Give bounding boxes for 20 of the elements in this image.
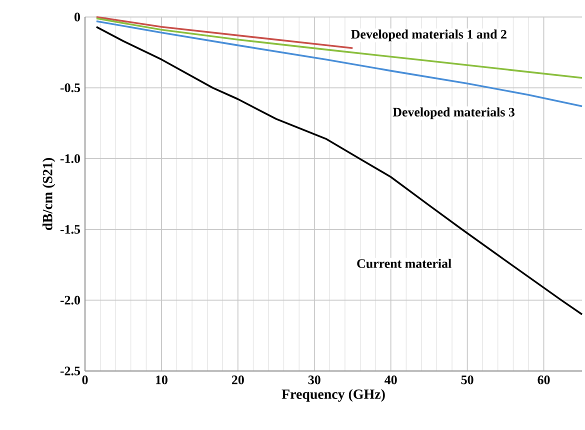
x-tick-label: 10 [156, 376, 168, 384]
x-tick-label: 30 [308, 376, 320, 384]
y-axis-title: dB/cm (S21) [42, 158, 56, 230]
annotation: Current material [357, 258, 452, 268]
annotation: Developed materials 1 and 2 [351, 30, 506, 42]
y-tick-label: -2.5 [60, 366, 80, 376]
x-tick-label: 20 [232, 376, 244, 384]
x-tick-label: 50 [461, 376, 474, 384]
y-tick-label: -1.5 [60, 225, 80, 234]
x-tick-label: 60 [538, 376, 550, 384]
line-series [96, 20, 583, 108]
x-axis-title: Frequency (GHz) [282, 389, 385, 402]
y-tick-label: -0.5 [60, 83, 80, 92]
y-tick-label: -2.0 [60, 296, 80, 305]
x-tick-label: 40 [384, 376, 397, 384]
y-tick-label: -1.0 [60, 154, 80, 163]
annotation: Developed materials 3 [392, 107, 514, 120]
x-tick-label: 0 [82, 376, 88, 384]
line-series [96, 26, 583, 316]
y-tick-label: 0 [74, 12, 80, 22]
